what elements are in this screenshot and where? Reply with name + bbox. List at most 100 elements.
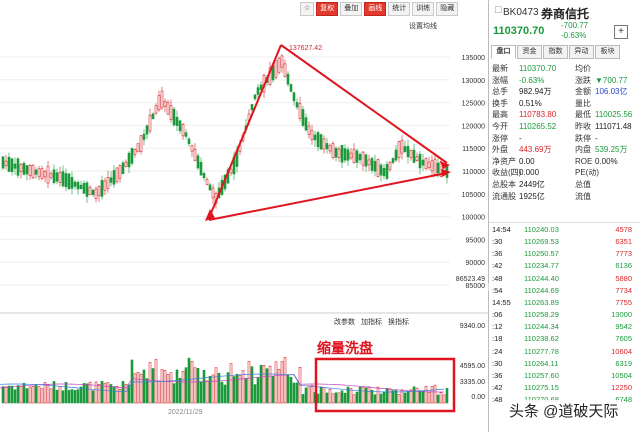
quote-label: PE(动) [575, 168, 599, 178]
tick-row: :42 110275.15 12250 [492, 382, 638, 394]
quote-value: 106.03亿 [595, 87, 628, 97]
overlay-button[interactable]: 叠加 [340, 2, 363, 16]
y-axis-label: 100000 [462, 215, 485, 222]
candle-body [115, 167, 119, 182]
quote-separator [489, 222, 640, 223]
quote-row: 最高 110783.80 最低 110025.56 [492, 109, 638, 120]
volume-bar [307, 385, 311, 404]
candle-body [196, 155, 200, 169]
candle-body [127, 152, 131, 168]
volume-bar [43, 382, 47, 404]
candle-body [52, 169, 56, 184]
candle-body [184, 132, 188, 137]
volume-bar [232, 376, 236, 404]
volume-bar [82, 383, 86, 404]
volume-bar [22, 382, 26, 404]
volume-axis-label: 3335.00 [460, 379, 485, 386]
volume-bar [172, 383, 176, 404]
tick-row: :12 110244.34 9542 [492, 321, 638, 333]
set-moving-average[interactable]: 设置均线 [409, 23, 437, 30]
candle-body [160, 90, 164, 109]
tick-volume: 7773 [615, 249, 632, 259]
fuquan-button[interactable]: 复权 [316, 2, 339, 16]
candle-body [316, 132, 320, 148]
quote-label: 流通股 [492, 191, 516, 201]
quote-label: 总股本 [492, 180, 516, 189]
tick-price: 110277.78 [524, 346, 559, 356]
hide-button[interactable]: 隐藏 [436, 2, 459, 16]
tab-funds[interactable]: 资金 [517, 45, 542, 59]
tick-time: :48 [492, 273, 503, 283]
candle-body [154, 105, 158, 114]
volume-bar [337, 392, 341, 404]
trend-line-upper-left [208, 44, 282, 219]
change-indicator-button[interactable]: 换指标 [388, 319, 409, 326]
volume-bar [316, 393, 320, 404]
volume-bar [166, 374, 170, 404]
kline-chart-panel[interactable]: 135000 130000 125000 120000 115000 110000 1050… [0, 0, 488, 432]
tab-index[interactable]: 指数 [543, 45, 568, 59]
y-axis-label: 85000 [466, 283, 486, 290]
volume-bar [391, 390, 395, 404]
volume-bar [196, 368, 200, 404]
volume-bar [1, 386, 5, 404]
edit-params-button[interactable]: 改参数 [334, 319, 355, 326]
stats-button[interactable]: 统计 [388, 2, 411, 16]
kline-chart-svg[interactable]: 135000 130000 125000 120000 115000 110000 1050… [0, 0, 488, 432]
tick-row: :48 110244.40 5880 [492, 273, 638, 285]
quote-value: 110370.70 [519, 64, 557, 73]
volume-bar [61, 390, 65, 404]
volume-bar [253, 384, 257, 404]
volume-bar [430, 386, 434, 404]
volume-bar [70, 389, 74, 404]
candle-body [319, 134, 323, 150]
candle-body [145, 125, 149, 135]
tab-sector[interactable]: 板块 [595, 45, 620, 59]
candle-body [334, 147, 338, 158]
volume-bar [328, 389, 332, 404]
stock-code: BK0473 [503, 7, 539, 18]
add-indicator-button[interactable]: 加指标 [361, 319, 382, 326]
candle-body [178, 120, 182, 132]
candle-body [208, 184, 212, 191]
tick-row: :54 110244.69 7734 [492, 285, 638, 297]
candle-body [322, 138, 326, 150]
draw-line-button[interactable]: 画线 [364, 2, 387, 16]
quote-row: 收益(四) 0.000 PE(动) [492, 167, 638, 178]
add-watchlist-button[interactable]: + [614, 25, 628, 39]
annotation-box [314, 357, 456, 413]
quote-label: 收益(四) [492, 168, 522, 178]
tick-row: :30 110264.11 6319 [492, 358, 638, 370]
volume-bar [277, 369, 281, 404]
candle-body [364, 154, 368, 167]
volume-bar [322, 387, 326, 404]
favorite-icon[interactable]: ☐ [494, 5, 503, 15]
volume-bar [64, 382, 68, 404]
candle-body [94, 188, 98, 199]
y-axis-label: 135000 [462, 55, 485, 62]
candle-body [340, 145, 344, 163]
candle-body [403, 146, 407, 152]
tick-row: :42 110234.77 6136 [492, 260, 638, 272]
volume-bar [415, 387, 419, 404]
volume-bar [115, 386, 119, 404]
volume-bar [46, 384, 50, 404]
candle-body [199, 161, 203, 176]
tab-orderbook[interactable]: 盘口 [491, 45, 516, 59]
tab-movement[interactable]: 异动 [569, 45, 594, 59]
tick-row: 14:55 110263.89 7755 [492, 297, 638, 309]
volume-bar [67, 389, 71, 404]
volume-bar [7, 385, 11, 404]
candle-body [22, 163, 26, 175]
volume-bar [223, 384, 227, 404]
candle-body [13, 163, 17, 169]
training-button[interactable]: 训练 [412, 2, 435, 16]
tick-time: :30 [492, 358, 503, 368]
candle-body [289, 84, 293, 92]
candle-body [163, 100, 167, 107]
price-change: -700.77 [561, 21, 589, 30]
tick-time: :36 [492, 249, 503, 259]
quote-value: 110783.80 [519, 110, 557, 120]
volume-bar [244, 377, 248, 404]
star-tool[interactable]: ☆ [300, 2, 315, 16]
